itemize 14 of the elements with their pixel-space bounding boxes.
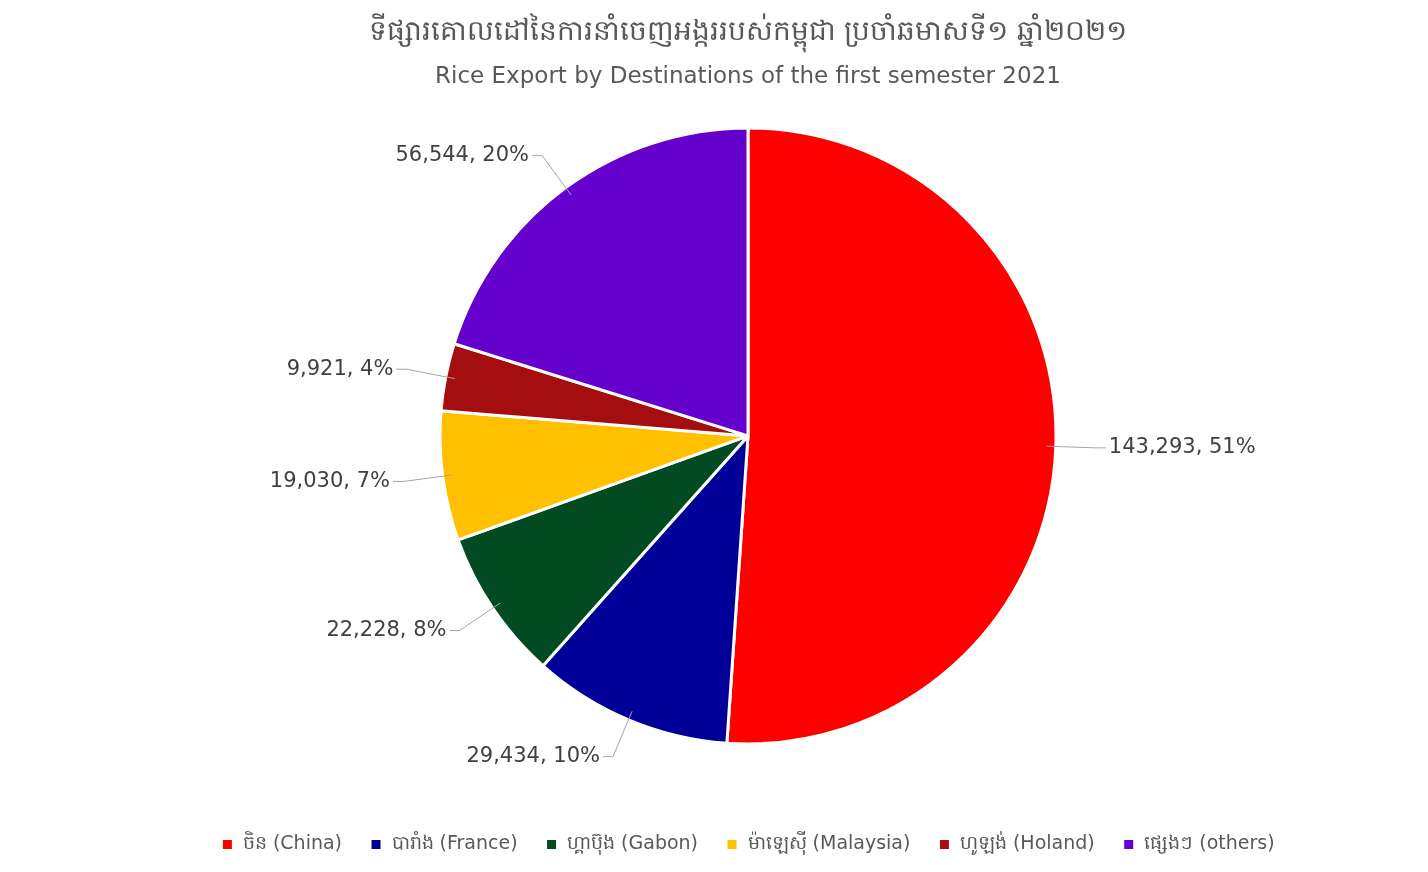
data-label: 29,434, 10% — [466, 743, 600, 768]
data-label: 9,921, 4% — [286, 355, 394, 380]
legend-label: ផ្សេងៗ (others) — [1144, 831, 1275, 855]
data-label: 19,030, 7% — [269, 467, 390, 492]
data-label: 56,544, 20% — [395, 141, 530, 166]
legend-label: ចិន (China) — [242, 830, 343, 854]
chart-title: ទីផ្សារគោលដៅនៃការនាំចេញអង្កររបស់កម្ពុជា ប្រចាំឆមាសទី១ ឆ្នាំ២០២១ — [368, 13, 1128, 54]
legend-label: បារាំង (France) — [391, 830, 518, 854]
legend-label: ម៉ាឡេស៊ី (Malaysia) — [747, 830, 911, 857]
legend-label: ហូឡង់ (Holand) — [959, 830, 1095, 857]
chart-subtitle: Rice Export by Destinations of the first semester 2021 — [435, 62, 1061, 89]
data-label: 143,293, 51% — [1108, 434, 1256, 459]
legend-label: ហ្គាប៊ុង (Gabon) — [567, 831, 699, 857]
data-label: 22,228, 8% — [326, 617, 447, 642]
